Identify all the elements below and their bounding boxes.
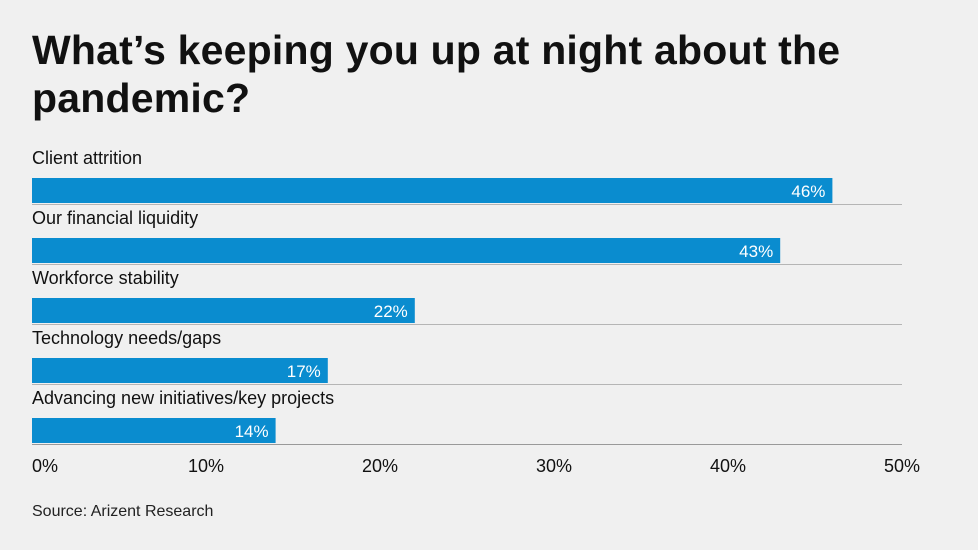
bar [32,358,328,383]
category-label: Workforce stability [32,268,179,288]
category-label: Technology needs/gaps [32,328,221,348]
category-label: Our financial liquidity [32,208,198,228]
x-tick-label: 30% [536,456,572,476]
bar-value-label: 22% [374,302,408,321]
bar [32,238,781,263]
x-tick-label: 0% [32,456,58,476]
bar [32,178,833,203]
bar [32,418,276,443]
x-tick-label: 10% [188,456,224,476]
category-label: Advancing new initiatives/key projects [32,388,334,408]
category-label: Client attrition [32,148,142,168]
x-tick-label: 20% [362,456,398,476]
bar [32,298,415,323]
bar-value-label: 46% [791,182,825,201]
x-tick-label: 40% [710,456,746,476]
chart-title: What’s keeping you up at night about the… [32,27,841,121]
x-tick-label: 50% [884,456,920,476]
bar-value-label: 43% [739,242,773,261]
source-note: Source: Arizent Research [32,503,214,520]
bar-value-label: 17% [287,362,321,381]
bar-value-label: 14% [235,422,269,441]
